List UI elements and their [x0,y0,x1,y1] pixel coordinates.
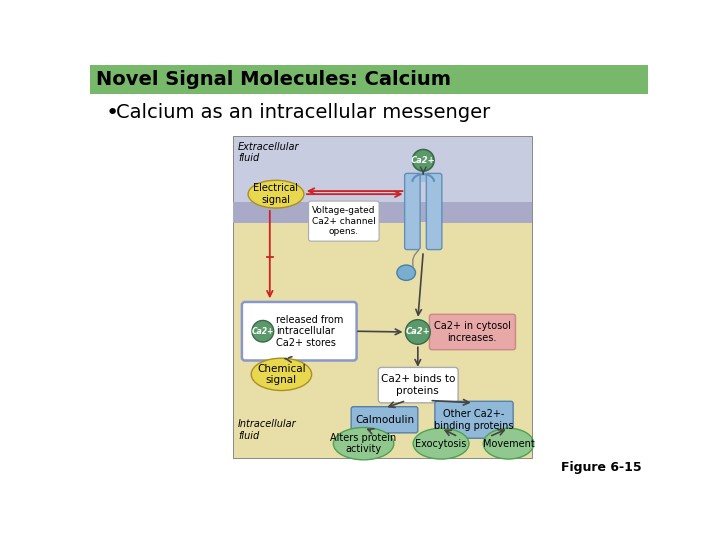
Ellipse shape [248,180,304,208]
Text: Exocytosis: Exocytosis [415,438,467,449]
Text: Figure 6-15: Figure 6-15 [561,462,642,475]
FancyBboxPatch shape [378,367,458,403]
Bar [418,222,428,247]
Text: Calcium as an intracellular messenger: Calcium as an intracellular messenger [117,103,490,122]
Bar [90,65,648,94]
Bar [233,204,532,457]
FancyBboxPatch shape [426,173,442,249]
Wedge shape [413,171,434,182]
Text: Calmodulin: Calmodulin [355,415,414,425]
Text: Ca2+: Ca2+ [411,156,436,165]
FancyBboxPatch shape [405,173,420,249]
Text: Ca2+: Ca2+ [405,327,430,336]
Text: Ca2+ in cytosol
increases.: Ca2+ in cytosol increases. [433,321,510,343]
Text: released from
intracellular
Ca2+ stores: released from intracellular Ca2+ stores [276,315,343,348]
Ellipse shape [251,358,312,390]
Text: Alters protein
activity: Alters protein activity [330,433,397,455]
Ellipse shape [397,265,415,280]
Text: Novel Signal Molecules: Calcium: Novel Signal Molecules: Calcium [96,70,451,89]
Text: Extracellular
fluid: Extracellular fluid [238,142,300,164]
Ellipse shape [413,428,469,459]
Bar [233,202,532,224]
Text: Movement: Movement [482,438,534,449]
Circle shape [405,320,431,345]
Bar [418,202,428,224]
Bar [418,182,428,204]
Text: Ca2+ binds to
proteins: Ca2+ binds to proteins [381,374,455,396]
Circle shape [252,320,274,342]
Bar [233,136,532,204]
Ellipse shape [333,428,394,460]
Text: Ca2+: Ca2+ [251,327,274,336]
Text: •: • [106,103,119,123]
Circle shape [413,150,434,171]
FancyBboxPatch shape [242,302,356,361]
Ellipse shape [483,428,534,459]
FancyBboxPatch shape [435,401,513,438]
FancyBboxPatch shape [429,314,516,350]
FancyBboxPatch shape [309,201,379,241]
Text: Electrical
signal: Electrical signal [253,184,299,205]
Text: Intracellular
fluid: Intracellular fluid [238,419,297,441]
Text: Other Ca2+-
binding proteins: Other Ca2+- binding proteins [434,409,513,430]
Text: Voltage-gated
Ca2+ channel
opens.: Voltage-gated Ca2+ channel opens. [312,206,375,236]
FancyBboxPatch shape [351,407,418,433]
Text: Chemical
signal: Chemical signal [257,363,306,385]
